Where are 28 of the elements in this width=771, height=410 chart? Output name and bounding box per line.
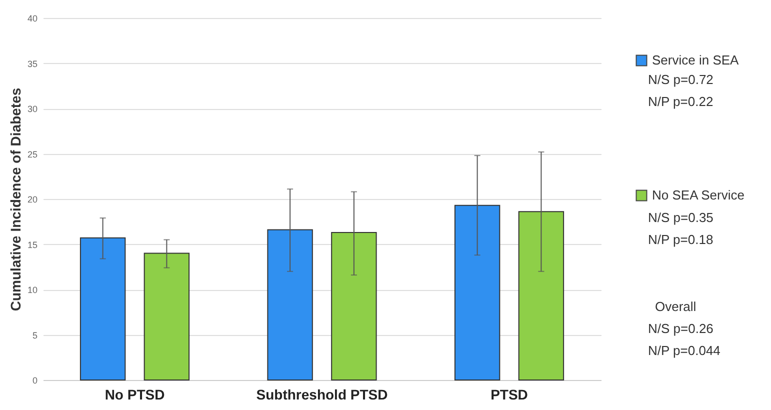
bar (454, 204, 500, 380)
bar (267, 229, 313, 380)
legend-label: Service in SEA (652, 52, 740, 68)
text: N/P p=0.22 (648, 94, 714, 109)
y-tick-label: 40 (27, 14, 38, 24)
legend-label: No SEA Service (652, 188, 744, 202)
text: N/P p=0.044 (648, 343, 720, 358)
y-tick-label: 25 (27, 149, 38, 160)
y-tick-label: 0 (32, 376, 38, 386)
y-tick-label: 5 (32, 330, 38, 340)
text: N/S p=0.72 (648, 72, 714, 87)
bar (331, 232, 377, 380)
text: N/P p=0.18 (648, 232, 714, 247)
y-tick-label: 15 (27, 240, 38, 250)
bar (144, 252, 190, 380)
y-tick-label: 35 (27, 58, 38, 69)
x-tick-label: Subthreshold PTSD (256, 386, 388, 402)
bar (80, 237, 126, 380)
x-tick-label: PTSD (490, 386, 528, 402)
y-tick-label: 20 (27, 194, 38, 204)
y-axis-title: Cumulative Incidence of Diabetes (7, 88, 24, 312)
y-tick-label: 10 (27, 285, 38, 295)
y-tick-label: 30 (27, 104, 38, 114)
text: Overall (655, 299, 696, 314)
text: N/S p=0.35 (648, 210, 714, 225)
text: N/S p=0.26 (648, 321, 714, 336)
bar (518, 211, 564, 380)
x-tick-label: No PTSD (104, 386, 165, 402)
